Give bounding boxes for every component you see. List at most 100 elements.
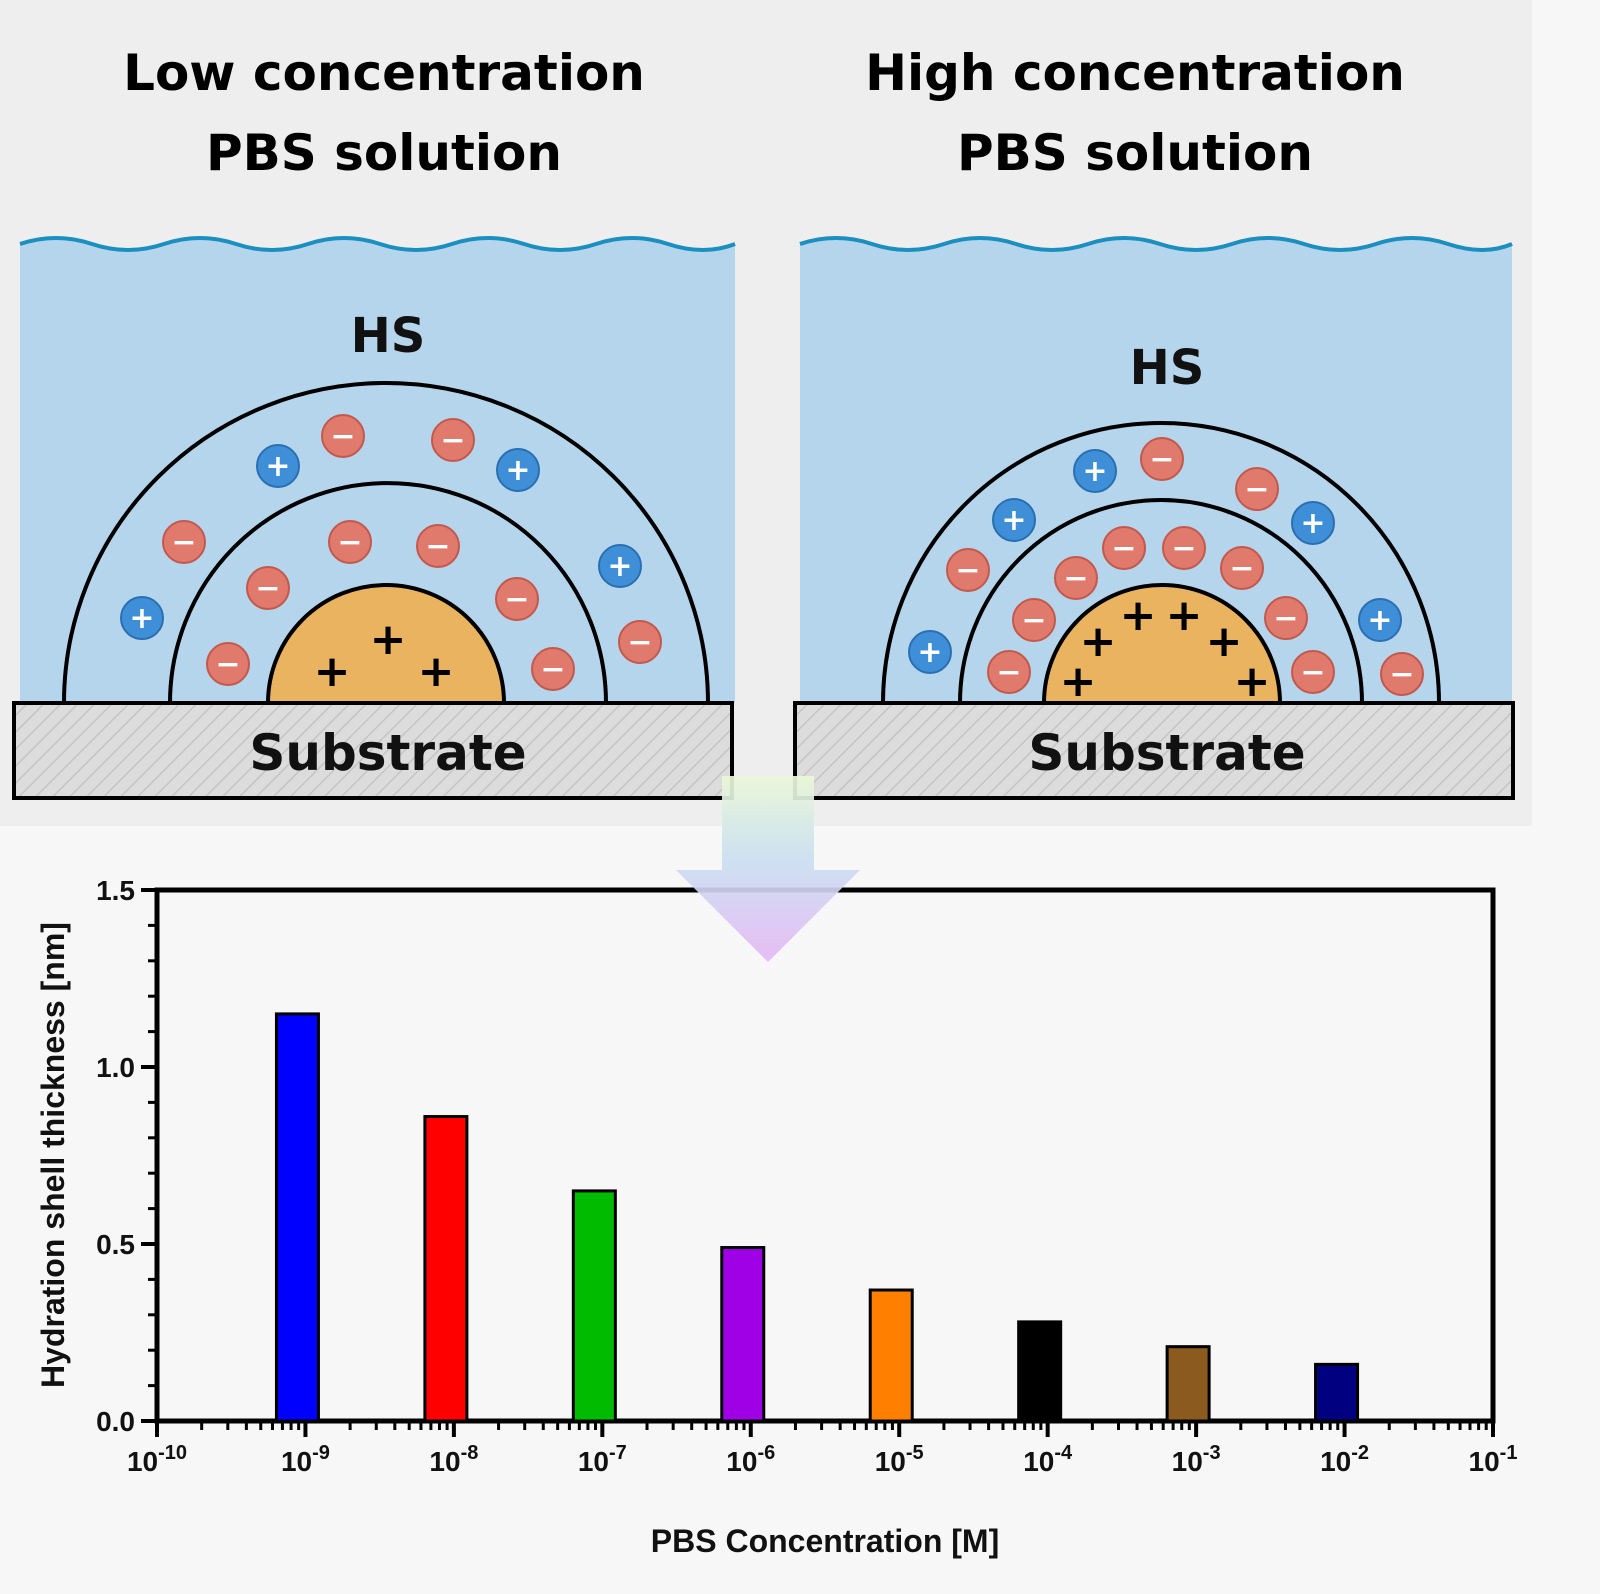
- x-tick-label: 10-5: [875, 1442, 924, 1477]
- negative-ion: −: [1054, 556, 1098, 600]
- right-panel: HS + ++ ++ + −+−++−− −−−− − ++− − − Substrate: [793, 236, 1515, 800]
- y-tick-label: 1.5: [96, 875, 135, 906]
- right-core-signs: + ++ ++ +: [1060, 590, 1271, 707]
- positive-ion-sign: +: [265, 449, 290, 484]
- x-axis-title: PBS Concentration [M]: [651, 1523, 999, 1559]
- negative-ion-sign: −: [1171, 531, 1196, 566]
- positive-ion: +: [256, 444, 300, 488]
- negative-ion-sign: −: [440, 423, 465, 458]
- negative-ion-sign: −: [1300, 655, 1325, 690]
- negative-ion-sign: −: [1229, 551, 1254, 586]
- positive-ion-sign: +: [1300, 506, 1325, 541]
- core-positive-charge: +: [1080, 616, 1117, 667]
- x-tick-label: 10-8: [429, 1442, 478, 1477]
- positive-ion: +: [1073, 449, 1117, 493]
- negative-ion: −: [1264, 596, 1308, 640]
- positive-ion: +: [598, 544, 642, 588]
- left-substrate: [12, 701, 734, 800]
- positive-ion-sign: +: [607, 549, 632, 584]
- positive-ion-sign: +: [1082, 454, 1107, 489]
- negative-ion: −: [431, 418, 475, 462]
- positive-ion: +: [992, 498, 1036, 542]
- left-panel: HS ++ + − −+ +− − −+− −+−− − Substrate: [12, 236, 736, 800]
- core-positive-charge: +: [418, 646, 455, 697]
- negative-ion: −: [416, 524, 460, 568]
- positive-ion: +: [1291, 501, 1335, 545]
- negative-ion: −: [987, 650, 1031, 694]
- x-tick-label: 10-3: [1172, 1442, 1221, 1477]
- left-core: [265, 583, 507, 705]
- negative-ion-sign: −: [330, 419, 355, 454]
- left-core-signs: ++ +: [314, 614, 455, 697]
- core-positive-charge: +: [314, 646, 351, 697]
- left-outer-shell: [62, 381, 710, 704]
- y-axis-ticks: 0.0 0.5 1.0 1.5: [96, 875, 157, 1437]
- negative-ion-sign: −: [425, 529, 450, 564]
- negative-ion: −: [162, 520, 206, 564]
- bar: [423, 1115, 469, 1423]
- negative-ion: −: [618, 620, 662, 664]
- x-tick-label: 10-10: [127, 1442, 187, 1477]
- negative-ion-sign: −: [1389, 657, 1414, 692]
- bar: [868, 1288, 914, 1423]
- negative-ion: −: [1380, 652, 1424, 696]
- right-core: [1041, 583, 1283, 705]
- negative-ion-sign: −: [1149, 442, 1174, 477]
- positive-ion: +: [496, 448, 540, 492]
- right-outer-shell: [881, 421, 1441, 704]
- negative-ion-sign: −: [504, 582, 529, 617]
- core-positive-charge: +: [1060, 656, 1097, 707]
- left-wave-line: [19, 236, 736, 252]
- x-tick-label: 10-1: [1469, 1442, 1518, 1477]
- negative-ion: −: [495, 577, 539, 621]
- right-title-line2: PBS solution: [957, 124, 1313, 182]
- core-positive-charge: +: [370, 614, 407, 665]
- negative-ion-sign: −: [1244, 472, 1269, 507]
- negative-ion-sign: −: [955, 553, 980, 588]
- bar: [1017, 1320, 1063, 1423]
- left-hs-label: HS: [351, 308, 426, 364]
- positive-ion: +: [120, 596, 164, 640]
- core-positive-charge: +: [1166, 590, 1203, 641]
- negative-ion-sign: −: [255, 571, 280, 606]
- right-substrate-label: Substrate: [1028, 724, 1305, 782]
- negative-ion: −: [946, 548, 990, 592]
- positive-ion-sign: +: [505, 453, 530, 488]
- bar: [720, 1246, 766, 1423]
- negative-ion-sign: −: [540, 652, 565, 687]
- core-positive-charge: +: [1234, 656, 1271, 707]
- negative-ion: −: [246, 566, 290, 610]
- negative-ion: −: [321, 414, 365, 458]
- positive-ion: +: [908, 630, 952, 674]
- positive-ion-sign: +: [129, 601, 154, 636]
- x-tick-label: 10-6: [726, 1442, 775, 1477]
- negative-ion-sign: −: [1273, 601, 1298, 636]
- left-ions: − −+ +− − −+− −+−− −: [120, 414, 662, 691]
- core-positive-charge: +: [1120, 590, 1157, 641]
- positive-ion-sign: +: [1367, 603, 1392, 638]
- bar-chart: 0.00.51.01.5 10-10 10-9 10-8 10-7 10-6 10-5 10…: [35, 875, 1517, 1559]
- positive-ion: +: [1358, 598, 1402, 642]
- plot-frame: [154, 887, 1496, 1424]
- positive-ion-sign: +: [917, 635, 942, 670]
- left-inner-shell: [168, 481, 608, 704]
- negative-ion-sign: −: [996, 655, 1021, 690]
- core-positive-charge: +: [1206, 616, 1243, 667]
- x-axis-ticks: 10-10 10-9 10-8 10-7 10-6 10-5 10-4 10-3 10-2 10-…: [127, 1421, 1518, 1477]
- x-tick-label: 10-2: [1320, 1442, 1369, 1477]
- bar: [274, 1012, 320, 1423]
- right-title-line1: High concentration: [865, 44, 1405, 102]
- right-wave-line: [799, 236, 1513, 252]
- y-tick-label: 1.0: [96, 1052, 135, 1083]
- y-tick-label: 0.5: [96, 1229, 135, 1260]
- y-tick-label: 0.0: [96, 1406, 135, 1437]
- left-title-line1: Low concentration: [123, 44, 645, 102]
- right-hs-label: HS: [1130, 340, 1205, 396]
- negative-ion: −: [1291, 650, 1335, 694]
- positive-ion-sign: +: [1001, 503, 1026, 538]
- negative-ion: −: [1220, 546, 1264, 590]
- negative-ion-sign: −: [171, 525, 196, 560]
- right-substrate: [793, 701, 1515, 800]
